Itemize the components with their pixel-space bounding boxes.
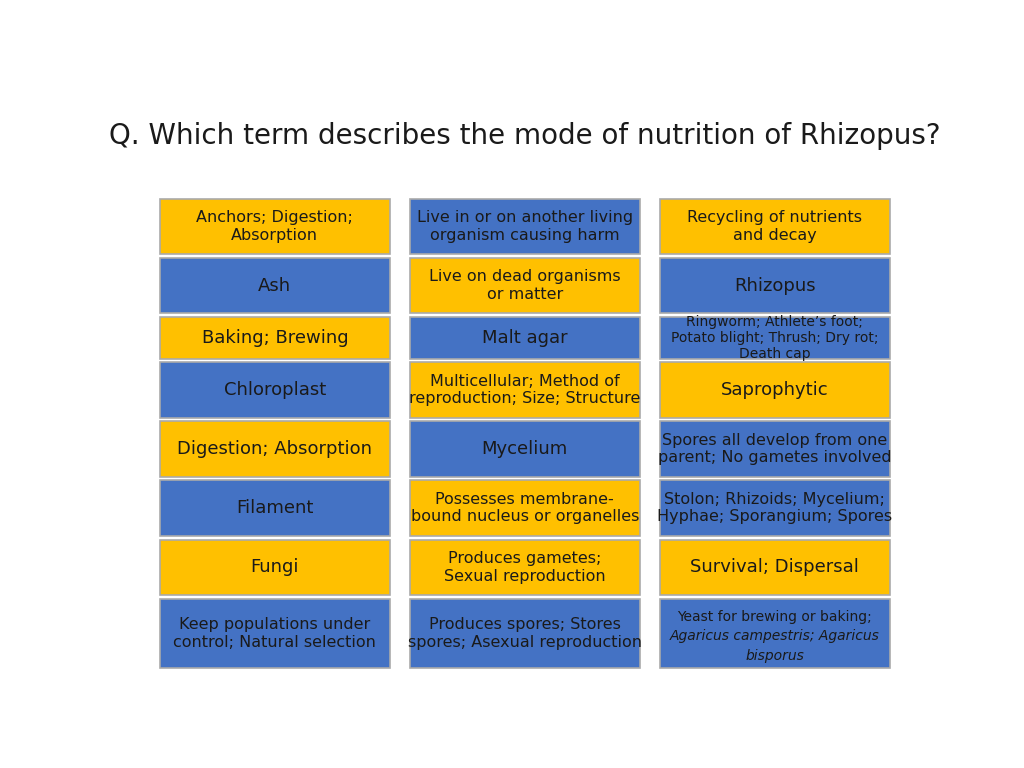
FancyBboxPatch shape bbox=[410, 258, 640, 313]
FancyBboxPatch shape bbox=[659, 362, 890, 418]
Text: Fungi: Fungi bbox=[251, 558, 299, 576]
FancyBboxPatch shape bbox=[160, 317, 390, 359]
FancyBboxPatch shape bbox=[410, 599, 640, 668]
Text: Filament: Filament bbox=[237, 499, 313, 517]
FancyBboxPatch shape bbox=[659, 199, 890, 254]
Text: Possesses membrane-
bound nucleus or organelles: Possesses membrane- bound nucleus or org… bbox=[411, 492, 639, 525]
Text: Agaricus campestris; Agaricus: Agaricus campestris; Agaricus bbox=[670, 630, 880, 644]
Text: Stolon; Rhizoids; Mycelium;
Hyphae; Sporangium; Spores: Stolon; Rhizoids; Mycelium; Hyphae; Spor… bbox=[657, 492, 892, 525]
Text: bisporus: bisporus bbox=[745, 649, 804, 664]
FancyBboxPatch shape bbox=[659, 422, 890, 477]
FancyBboxPatch shape bbox=[659, 599, 890, 668]
Text: Multicellular; Method of
reproduction; Size; Structure: Multicellular; Method of reproduction; S… bbox=[410, 374, 640, 406]
Text: Keep populations under
control; Natural selection: Keep populations under control; Natural … bbox=[173, 617, 376, 650]
FancyBboxPatch shape bbox=[160, 422, 390, 477]
Text: Survival; Dispersal: Survival; Dispersal bbox=[690, 558, 859, 576]
Text: Q. Which term describes the mode of nutrition of Rhizopus?: Q. Which term describes the mode of nutr… bbox=[109, 121, 941, 150]
FancyBboxPatch shape bbox=[160, 599, 390, 668]
Text: Produces spores; Stores
spores; Asexual reproduction: Produces spores; Stores spores; Asexual … bbox=[408, 617, 642, 650]
Text: Rhizopus: Rhizopus bbox=[734, 276, 815, 295]
FancyBboxPatch shape bbox=[410, 540, 640, 595]
FancyBboxPatch shape bbox=[160, 540, 390, 595]
Text: Spores all develop from one
parent; No gametes involved: Spores all develop from one parent; No g… bbox=[658, 433, 892, 465]
Text: Produces gametes;
Sexual reproduction: Produces gametes; Sexual reproduction bbox=[444, 551, 605, 584]
FancyBboxPatch shape bbox=[410, 362, 640, 418]
FancyBboxPatch shape bbox=[160, 258, 390, 313]
Text: Live in or on another living
organism causing harm: Live in or on another living organism ca… bbox=[417, 210, 633, 243]
Text: Saprophytic: Saprophytic bbox=[721, 381, 828, 399]
Text: Baking; Brewing: Baking; Brewing bbox=[202, 329, 348, 346]
FancyBboxPatch shape bbox=[659, 258, 890, 313]
Text: Ash: Ash bbox=[258, 276, 292, 295]
Text: Chloroplast: Chloroplast bbox=[223, 381, 326, 399]
Text: Malt agar: Malt agar bbox=[482, 329, 567, 346]
FancyBboxPatch shape bbox=[410, 199, 640, 254]
FancyBboxPatch shape bbox=[659, 317, 890, 359]
FancyBboxPatch shape bbox=[659, 481, 890, 536]
FancyBboxPatch shape bbox=[410, 317, 640, 359]
Text: Anchors; Digestion;
Absorption: Anchors; Digestion; Absorption bbox=[197, 210, 353, 243]
FancyBboxPatch shape bbox=[659, 540, 890, 595]
FancyBboxPatch shape bbox=[160, 481, 390, 536]
FancyBboxPatch shape bbox=[160, 199, 390, 254]
Text: Live on dead organisms
or matter: Live on dead organisms or matter bbox=[429, 270, 621, 302]
Text: Recycling of nutrients
and decay: Recycling of nutrients and decay bbox=[687, 210, 862, 243]
FancyBboxPatch shape bbox=[410, 422, 640, 477]
Text: Ringworm; Athlete’s foot;
Potato blight; Thrush; Dry rot;
Death cap: Ringworm; Athlete’s foot; Potato blight;… bbox=[671, 315, 879, 361]
FancyBboxPatch shape bbox=[410, 481, 640, 536]
Text: Yeast for brewing or baking;: Yeast for brewing or baking; bbox=[678, 610, 872, 624]
Text: Digestion; Absorption: Digestion; Absorption bbox=[177, 440, 373, 458]
Text: Mycelium: Mycelium bbox=[481, 440, 568, 458]
FancyBboxPatch shape bbox=[160, 362, 390, 418]
